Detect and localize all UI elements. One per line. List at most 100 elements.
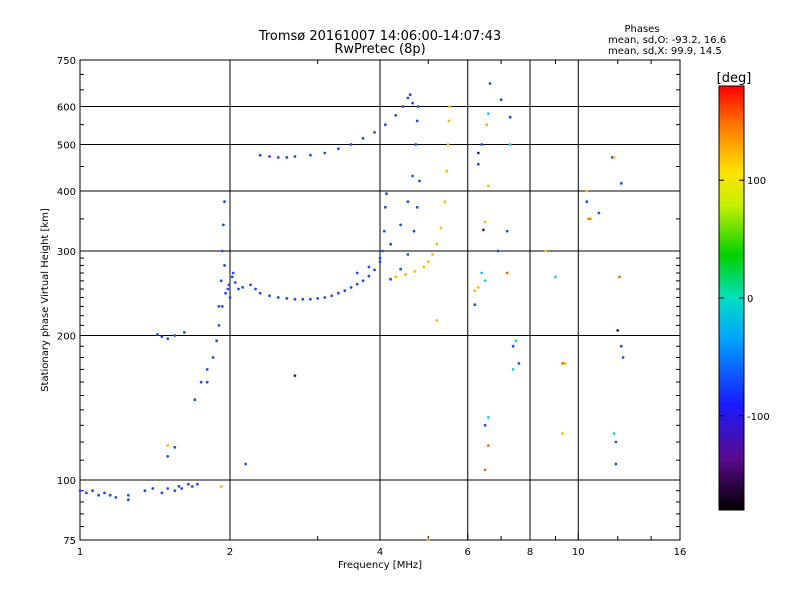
data-point-o-trace [217, 305, 221, 308]
data-point-o-trace [367, 274, 371, 278]
data-point-o-trace [173, 489, 177, 493]
data-point-o-trace [268, 294, 271, 298]
data-point-x-trace [445, 169, 449, 173]
data-point-o-trace [412, 229, 416, 233]
y-tick-label: 500 [57, 141, 76, 152]
data-point-x-trace [447, 119, 451, 123]
x-tick-label: 1 [77, 547, 83, 558]
data-point-x-trace [443, 200, 447, 204]
data-point-o-trace [226, 287, 230, 291]
data-point-x-trace [476, 286, 480, 289]
data-point-o-trace [496, 249, 500, 253]
data-point-o-trace [349, 286, 353, 289]
data-point-o-trace [373, 268, 376, 272]
data-point-o-trace [160, 335, 164, 338]
data-point-cyan [480, 271, 484, 275]
data-point-o-trace [408, 93, 412, 97]
data-point-cyan [487, 112, 490, 115]
data-point-o-trace [228, 296, 232, 299]
data-point-o-trace [418, 179, 421, 183]
data-point-o-trace [355, 282, 359, 286]
data-point-orange [487, 444, 490, 447]
data-point-o-trace [330, 294, 334, 298]
data-point-x-trace [435, 242, 439, 246]
data-point-o-trace [614, 440, 618, 444]
data-point-o-trace [355, 271, 359, 275]
data-point-o-trace [337, 291, 340, 295]
data-point-cyan [487, 416, 490, 419]
data-point-o-trace [361, 137, 365, 140]
data-point-o-trace [414, 143, 418, 146]
data-point-x-trace [561, 432, 564, 435]
data-point-o-trace [293, 297, 297, 301]
data-point-o-trace [505, 229, 509, 233]
data-point-o-trace [126, 498, 130, 502]
data-point-x-trace [439, 226, 443, 230]
data-point-dark [482, 228, 485, 232]
data-point-o-trace [276, 156, 280, 159]
data-point-o-trace [411, 101, 414, 105]
x-tick-label: 8 [527, 547, 533, 558]
data-point-x-trace [448, 105, 452, 108]
chart-title: Tromsø 20161007 14:06:00-14:07:43 [258, 29, 501, 44]
data-point-o-trace [285, 297, 289, 300]
data-point-o-trace [187, 482, 190, 486]
x-tick-label: 6 [465, 547, 471, 558]
data-point-o-trace [343, 289, 347, 293]
data-point-o-trace [361, 279, 365, 283]
data-point-x-trace [426, 538, 430, 542]
data-point-o-trace [143, 489, 147, 493]
data-point-x-trace [404, 273, 407, 276]
data-point-o-trace [91, 489, 94, 493]
y-tick-label: 600 [57, 103, 76, 114]
data-point-o-trace [621, 356, 625, 359]
data-point-o-trace [211, 356, 215, 359]
data-point-o-trace [173, 445, 177, 449]
data-point-o-trace [180, 487, 184, 490]
data-point-o-trace [224, 291, 228, 295]
data-point-o-trace [199, 380, 203, 384]
data-point-o-trace [217, 324, 221, 327]
data-point-dark [293, 374, 297, 377]
data-point-o-trace [399, 223, 402, 227]
data-point-o-trace [476, 162, 480, 166]
data-point-x-trace [563, 362, 567, 365]
data-point-o-trace [316, 297, 320, 300]
data-point-o-trace [619, 344, 623, 348]
data-point-o-trace [160, 491, 164, 495]
data-point-o-trace [619, 182, 623, 185]
data-point-x-trace [426, 260, 430, 264]
x-tick-label: 2 [227, 547, 233, 558]
data-point-o-trace [394, 114, 398, 117]
y-tick-label: 75 [63, 536, 76, 547]
data-point-o-trace [349, 143, 353, 146]
data-point-o-trace [173, 334, 177, 337]
data-point-o-trace [78, 489, 82, 493]
data-point-o-trace [258, 291, 262, 295]
data-point-o-trace [177, 485, 181, 488]
data-point-o-trace [205, 368, 209, 371]
data-point-o-trace [383, 205, 387, 209]
y-tick-label: 400 [57, 187, 76, 198]
data-point-o-trace [183, 331, 186, 334]
y-tick-label: 750 [57, 56, 76, 67]
data-point-o-trace [406, 96, 410, 100]
data-point-o-trace [378, 256, 382, 260]
data-point-o-trace [511, 344, 515, 348]
data-point-o-trace [233, 281, 237, 284]
data-point-dark [476, 151, 480, 155]
x-tick-label: 16 [674, 547, 687, 558]
data-point-x-trace [483, 220, 487, 224]
data-point-o-trace [411, 174, 414, 178]
data-point-o-trace [268, 155, 271, 158]
data-point-o-trace [258, 153, 262, 157]
x-tick-label: 4 [377, 547, 383, 558]
data-point-x-trace [435, 319, 439, 322]
data-point-o-trace [276, 296, 280, 299]
data-point-o-trace [416, 105, 420, 108]
data-point-x-trace [544, 249, 548, 253]
data-point-o-trace [389, 277, 392, 281]
data-point-x-trace [219, 485, 223, 488]
data-point-o-trace [166, 455, 170, 458]
